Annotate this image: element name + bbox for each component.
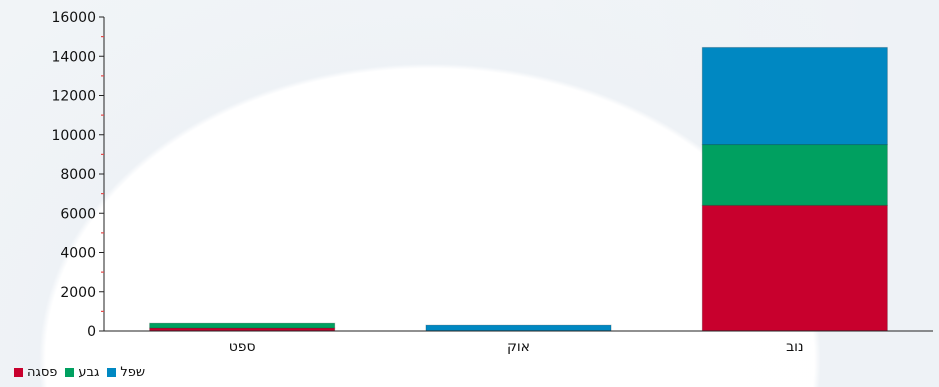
bar-segment-low[interactable] [425, 324, 612, 332]
y-tick-label: 4000 [60, 246, 96, 262]
legend-label-low: שפל [120, 364, 146, 380]
legend-swatch-low [107, 367, 117, 377]
legend: פסגה גבע שפל [14, 362, 145, 382]
legend-label-peak: פסגה [27, 364, 58, 380]
y-tick-label: 2000 [60, 285, 96, 301]
x-axis: ספט אוק נוב [104, 330, 933, 355]
y-tick-label: 12000 [51, 89, 96, 105]
bar-segment-mid[interactable] [149, 322, 336, 329]
x-tick-label: נוב [786, 339, 804, 355]
legend-swatch-peak [14, 367, 23, 377]
y-tick-label: 16000 [51, 10, 96, 26]
legend-item-low[interactable]: שפל [107, 365, 145, 380]
legend-item-peak[interactable]: פסגה [14, 365, 57, 380]
bar-segment-low[interactable] [701, 46, 888, 146]
y-tick-label: 14000 [51, 49, 96, 65]
legend-swatch-mid [65, 367, 75, 377]
x-tick-label: ספט [229, 339, 256, 355]
x-tick-label: אוק [507, 339, 530, 355]
bars [149, 46, 888, 332]
bar-segment-mid[interactable] [701, 144, 888, 206]
bar-segment-peak[interactable] [701, 204, 888, 332]
y-tick-label: 0 [87, 324, 96, 340]
y-tick-label: 10000 [51, 128, 96, 144]
legend-item-mid[interactable]: גבע [65, 365, 99, 380]
y-tick-label: 8000 [60, 167, 96, 183]
y-tick-label: 6000 [60, 206, 96, 222]
y-axis: 0 2000 4000 6000 8000 10000 12000 14000 16000 [51, 10, 105, 340]
legend-label-mid: גבע [78, 364, 100, 380]
